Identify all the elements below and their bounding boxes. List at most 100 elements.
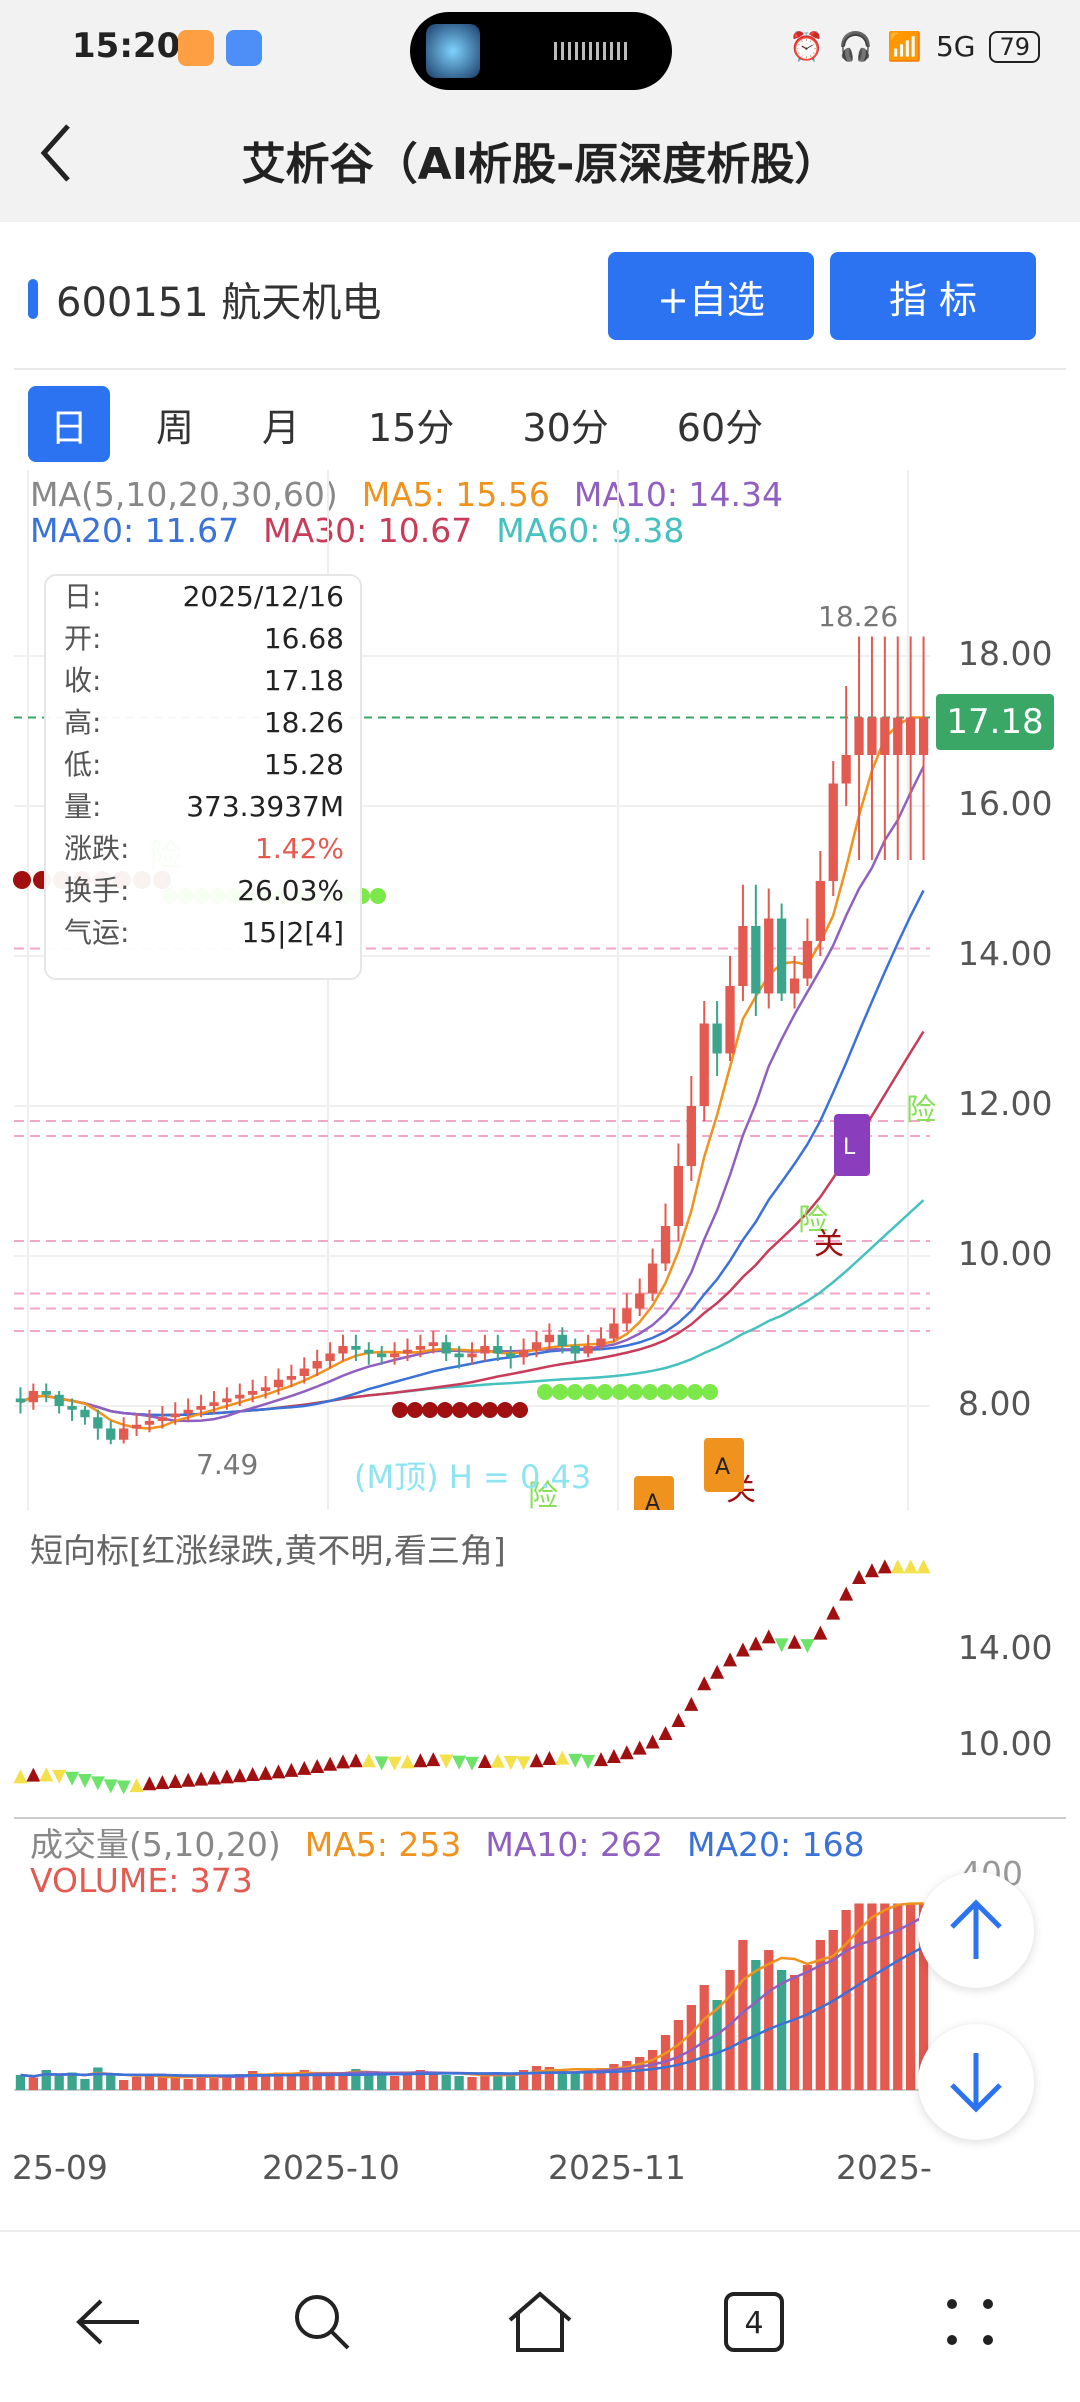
nav-menu-button[interactable] [930, 2282, 1010, 2362]
tab-month[interactable]: 月 [262, 405, 301, 450]
candle-body [609, 1323, 619, 1339]
direction-triangle [516, 1756, 531, 1771]
nav-home-button[interactable] [500, 2282, 580, 2362]
volume-ma5-line [20, 1902, 924, 2079]
search-icon [295, 2295, 350, 2350]
signal-dot [687, 1384, 703, 1400]
candle-body [480, 1346, 490, 1354]
signal-dot [672, 1384, 688, 1400]
volume-bar [776, 1970, 787, 2090]
back-button[interactable] [36, 118, 76, 203]
ma20-value: MA20: 11.67 [30, 511, 240, 550]
candle-body [364, 1349, 374, 1354]
tab-day[interactable]: 日 [28, 386, 111, 462]
volume-bar [531, 2066, 542, 2090]
volume-bar [596, 2068, 606, 2090]
candle-body [635, 1293, 645, 1309]
nav-tabs-button[interactable]: 4 [714, 2282, 794, 2362]
volume-bar [673, 2020, 684, 2090]
scroll-up-button[interactable] [918, 1872, 1034, 1988]
candle-body [699, 1023, 709, 1106]
volume-bar [802, 1965, 813, 2090]
tab-60min[interactable]: 60分 [676, 405, 764, 450]
volume-bar [893, 1903, 903, 2090]
direction-triangle [503, 1756, 518, 1771]
ma-legend-label: MA(5,10,20,30,60) [30, 475, 338, 514]
nav-back-button[interactable] [68, 2282, 148, 2362]
volume-bar [815, 1940, 825, 2090]
candle-body [802, 941, 813, 979]
candle-body [131, 1424, 142, 1429]
x-label-3: 2025- [836, 2148, 932, 2187]
info-row: 日: 2025/12/16 [46, 576, 360, 618]
direction-triangle [26, 1767, 41, 1782]
direction-triangle [774, 1638, 789, 1653]
volume-bar [867, 1903, 877, 2090]
x-label-0: 25-09 [12, 2148, 108, 2187]
support-dot [512, 1402, 528, 1418]
signal-dot [627, 1384, 643, 1400]
a-marker [704, 1438, 744, 1492]
candle-body [867, 717, 877, 755]
scroll-down-button[interactable] [918, 2024, 1034, 2140]
wifi-icon: 📶 [887, 30, 922, 63]
candle-body [402, 1349, 413, 1354]
candle-body [157, 1417, 168, 1421]
a-marker-label: A [715, 1455, 730, 1480]
direction-triangle [671, 1713, 686, 1727]
candle-body [15, 1398, 26, 1403]
tab-week[interactable]: 周 [156, 405, 195, 450]
volume-bar [377, 2075, 387, 2090]
volume-bar [144, 2075, 155, 2090]
direction-triangle [581, 1754, 596, 1769]
info-row: 高: 18.26 [46, 702, 360, 744]
volume-bar [764, 1950, 774, 2090]
candle-body [467, 1353, 477, 1358]
volume-bar [467, 2077, 477, 2090]
media-thumbnail-icon [426, 24, 480, 78]
candle-body [854, 717, 864, 755]
volume-bar [622, 2061, 632, 2090]
signal-dot [537, 1384, 553, 1400]
direction-triangle [452, 1755, 467, 1770]
risk-marker: 险 [798, 1203, 828, 1238]
tab-30min[interactable]: 30分 [522, 405, 609, 450]
support-dot [437, 1402, 453, 1418]
direction-triangle [387, 1756, 402, 1771]
volume-bar [119, 2080, 129, 2090]
direction-triangle [645, 1734, 660, 1749]
volume-bar [712, 2000, 722, 2090]
volume-bar [506, 2076, 516, 2090]
volume-bar [286, 2076, 297, 2090]
direction-triangle [490, 1753, 505, 1768]
dynamic-island[interactable] [410, 12, 672, 90]
direction-triangle [568, 1753, 583, 1768]
add-watchlist-button[interactable]: +自选 [608, 252, 814, 340]
info-value: 26.03% [237, 874, 344, 907]
ma10-value: MA10: 14.34 [573, 475, 783, 514]
direction-triangle [916, 1559, 931, 1574]
info-key: 开: [64, 622, 102, 655]
volume-bar [299, 2070, 309, 2090]
candle-body [596, 1338, 606, 1346]
tab-15min[interactable]: 15分 [368, 405, 455, 450]
candle-body [518, 1349, 529, 1358]
candle-body [544, 1334, 555, 1343]
notification-app-icon [178, 30, 214, 66]
volume-value: VOLUME: 373 [30, 1861, 253, 1900]
volume-bar [880, 1903, 890, 2090]
info-row: 涨跌: 1.42% [46, 828, 360, 870]
high-price-label: 18.26 [818, 600, 899, 633]
direction-triangle [839, 1586, 854, 1601]
indicator-button[interactable]: 指 标 [830, 252, 1036, 340]
volume-bar [260, 2075, 271, 2090]
direction-triangle [594, 1752, 609, 1767]
candle-body [673, 1166, 684, 1226]
low-price-label: 7.49 [196, 1448, 259, 1481]
direction-triangle [142, 1776, 157, 1791]
volume-bar [738, 1940, 748, 2090]
nav-search-button[interactable] [282, 2282, 362, 2362]
volume-bar [725, 1970, 735, 2090]
support-dot [13, 871, 31, 889]
headphones-icon: 🎧 [838, 30, 874, 63]
